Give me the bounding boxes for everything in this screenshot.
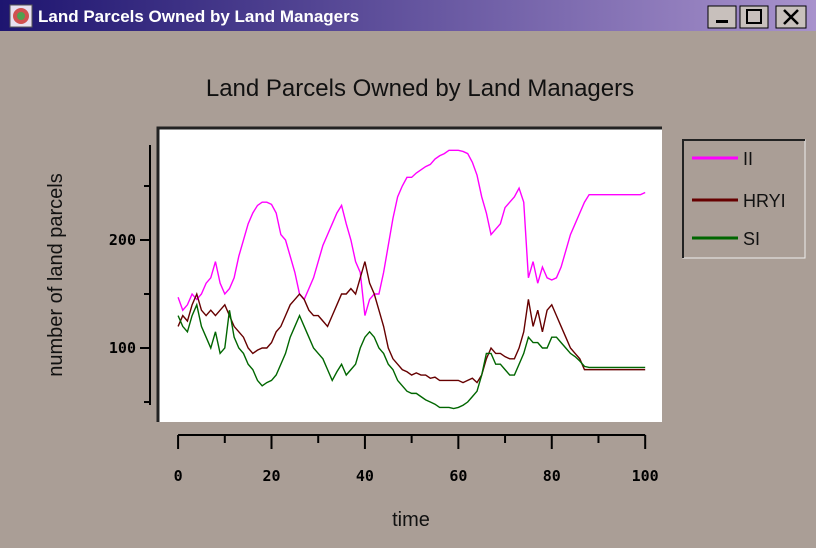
x-tick-label: 100 xyxy=(632,467,659,485)
x-tick-label: 60 xyxy=(449,467,467,485)
x-tick-label: 20 xyxy=(262,467,280,485)
minimize-button[interactable] xyxy=(707,5,737,29)
series-line xyxy=(177,302,646,410)
minimize-icon xyxy=(716,20,728,23)
maximize-icon xyxy=(746,9,762,24)
series-line xyxy=(177,261,646,384)
chart-title: Land Parcels Owned by Land Managers xyxy=(206,75,634,102)
x-tick-label: 40 xyxy=(356,467,374,485)
legend-label: HRYI xyxy=(743,191,786,211)
legend-label: II xyxy=(743,149,753,169)
window-title: Land Parcels Owned by Land Managers xyxy=(38,7,359,26)
x-axis-label: time xyxy=(392,509,430,531)
y-tick-label: 200 xyxy=(109,231,136,249)
close-icon xyxy=(783,9,799,25)
x-tick-label: 80 xyxy=(543,467,561,485)
series-line xyxy=(177,149,646,316)
y-tick-label: 100 xyxy=(109,339,136,357)
x-tick-label: 0 xyxy=(174,467,183,485)
legend-border xyxy=(682,139,805,258)
y-axis-label: number of land parcels xyxy=(45,173,67,376)
window-buttons[interactable] xyxy=(707,5,807,29)
title-bar xyxy=(0,0,816,31)
plot-area xyxy=(158,128,662,422)
legend-label: SI xyxy=(743,229,760,249)
app-icon xyxy=(9,4,33,28)
plot-border xyxy=(156,126,662,422)
